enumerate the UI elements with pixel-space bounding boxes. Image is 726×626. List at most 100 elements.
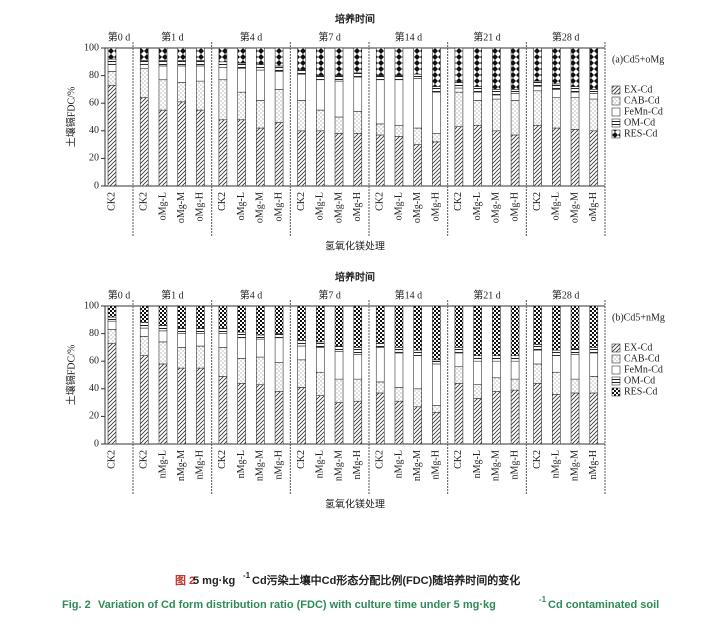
bar-segment	[432, 141, 441, 187]
bar-segment	[274, 89, 284, 123]
bar-segment	[413, 406, 422, 445]
bar-segment	[510, 93, 520, 101]
bar-segment	[394, 75, 404, 81]
bar-segment	[256, 69, 265, 101]
bar-segment	[510, 89, 520, 94]
bar-segment	[218, 67, 228, 81]
group-label: 第0 d	[108, 288, 131, 301]
bar-segment	[139, 336, 149, 356]
bar-segment	[510, 100, 520, 136]
x-tick-label: nMg-H	[431, 450, 442, 479]
bar-segment	[274, 362, 284, 392]
bar-segment	[177, 333, 186, 348]
y-tick-label: 100	[84, 300, 99, 311]
bar-segment	[334, 75, 344, 82]
bar-segment	[218, 79, 228, 121]
bar-segment	[274, 391, 284, 445]
bar-segment	[454, 87, 464, 93]
bar-segment	[196, 47, 205, 61]
bar-segment	[107, 316, 117, 322]
bar-segment	[413, 355, 422, 390]
bar-segment	[107, 329, 117, 344]
bar-segment	[107, 47, 117, 60]
bar-segment	[218, 119, 228, 187]
bar-segment	[107, 71, 117, 86]
legend-label: RES-Cd	[624, 386, 657, 397]
bar-segment	[158, 60, 168, 67]
bar-segment	[177, 47, 186, 61]
bar-segment	[316, 47, 325, 76]
bar-segment	[473, 91, 482, 101]
bar-segment	[256, 47, 265, 65]
bar-segment	[158, 363, 168, 445]
x-tick-label: CK2	[453, 450, 464, 469]
bar-segment	[316, 305, 325, 343]
group-label: 第4 d	[240, 30, 263, 43]
bar-segment	[237, 68, 246, 93]
x-tick-label: CK2	[375, 450, 386, 469]
bar-segment	[256, 338, 265, 358]
bar-segment	[394, 352, 404, 388]
panel-label: (b)Cd5+nMg	[612, 312, 665, 323]
bar-segment	[218, 333, 228, 348]
bar-segment	[473, 360, 482, 385]
bar-segment	[570, 86, 580, 93]
bar-segment	[177, 82, 186, 103]
bar-segment	[570, 353, 580, 380]
bar-segment	[107, 320, 117, 330]
legend-swatch	[611, 365, 621, 375]
x-tick-label: CK2	[106, 192, 117, 211]
bar-segment	[297, 340, 306, 347]
bar-segment	[139, 327, 149, 337]
bar-segment	[533, 86, 542, 92]
bar-segment	[552, 349, 561, 356]
bar-segment	[552, 355, 561, 373]
y-tick-label: 40	[89, 125, 99, 136]
bar-segment	[375, 342, 385, 348]
bar-segment	[589, 98, 599, 132]
x-tick-label: oMg-L	[472, 192, 483, 220]
bar-segment	[552, 394, 561, 445]
bar-segment	[158, 305, 168, 326]
bar-segment	[510, 47, 520, 90]
bar-segment	[473, 47, 482, 87]
bar-segment	[158, 109, 168, 187]
x-tick-label: CK2	[532, 192, 543, 211]
bar-segment	[454, 347, 464, 354]
bar-segment	[177, 305, 186, 329]
caption-en-sup: -1	[539, 595, 547, 604]
bar-segment	[316, 79, 325, 111]
x-tick-label: nMg-M	[569, 450, 580, 481]
bar-segment	[158, 325, 168, 332]
bar-segment	[353, 47, 363, 74]
bar-segment	[473, 355, 482, 362]
x-tick-label: CK2	[453, 192, 464, 211]
bar-segment	[533, 124, 542, 187]
bar-segment	[274, 305, 284, 334]
x-tick-label: oMg-L	[393, 192, 404, 220]
bar-segment	[589, 305, 599, 348]
y-tick-label: 100	[84, 42, 99, 53]
x-tick-label: nMg-L	[393, 450, 404, 478]
bar-segment	[552, 371, 561, 395]
x-tick-label: oMg-M	[491, 192, 502, 223]
x-tick-label: CK2	[296, 192, 307, 211]
bar-segment	[237, 62, 246, 70]
bar-segment	[353, 111, 363, 134]
bar-segment	[492, 47, 501, 90]
bar-segment	[552, 97, 561, 129]
x-tick-label: CK2	[106, 450, 117, 469]
bar-segment	[492, 391, 501, 445]
bar-segment	[107, 342, 117, 445]
bar-segment	[375, 305, 385, 344]
bar-segment	[589, 352, 599, 377]
legend-swatch	[611, 354, 621, 364]
group-label: 第14 d	[395, 30, 423, 43]
legend-label: RES-Cd	[624, 128, 657, 139]
bar-segment	[589, 347, 599, 354]
bar-segment	[218, 327, 228, 334]
bar-segment	[589, 89, 599, 94]
bar-segment	[375, 79, 385, 125]
bar-segment	[510, 378, 520, 391]
bar-segment	[552, 89, 561, 98]
